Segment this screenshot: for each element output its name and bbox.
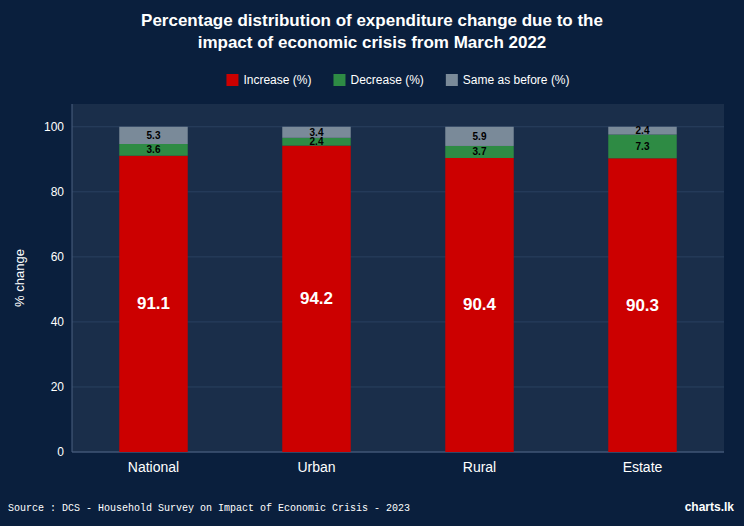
x-tick-label: National [128, 459, 179, 475]
data-label: 94.2 [300, 289, 333, 308]
y-tick-label: 20 [51, 380, 65, 394]
title: Percentage distribution of expenditure c… [141, 11, 603, 30]
data-label: 5.9 [473, 131, 487, 142]
data-label: 2.4 [636, 125, 650, 136]
legend-item: Increase (%) [226, 73, 311, 87]
source-note: Source : DCS - Household Survey on Impac… [8, 503, 410, 514]
data-label: 90.4 [463, 295, 497, 314]
legend-swatch [446, 74, 458, 86]
title: impact of economic crisis from March 202… [198, 33, 547, 52]
y-tick-label: 100 [44, 120, 64, 134]
legend-item: Same as before (%) [446, 73, 570, 87]
bars [119, 127, 676, 452]
bar-segment [445, 127, 513, 146]
legend-label: Increase (%) [243, 73, 311, 87]
bar-segment [119, 127, 187, 144]
legend-swatch [226, 74, 238, 86]
legend: Increase (%) Decrease (%) Same as before (… [226, 73, 569, 87]
data-label: 5.3 [147, 130, 161, 141]
y-tick-label: 60 [51, 250, 65, 264]
bar-segment [282, 146, 350, 452]
data-label: 3.6 [147, 144, 161, 155]
chart-svg: Percentage distribution of expenditure c… [0, 0, 744, 526]
data-labels: 91.1 94.2 90.4 90.3 3.6 2.4 3.7 7.3 5.3 3.4 5.9 2.4 [137, 125, 659, 314]
legend-item: Decrease (%) [333, 73, 423, 87]
bar-segment [445, 158, 513, 452]
data-label: 3.7 [473, 146, 487, 157]
data-label: 2.4 [310, 136, 324, 147]
background [0, 0, 744, 526]
y-axis-label: % change [12, 249, 27, 307]
data-label: 3.4 [310, 127, 324, 138]
bar-segment [119, 156, 187, 452]
data-label: 7.3 [636, 141, 650, 152]
data-label: 90.3 [626, 296, 659, 315]
bar-segment [445, 146, 513, 158]
bar-segment [608, 135, 676, 159]
data-label: 91.1 [137, 294, 170, 313]
bar-segment [119, 144, 187, 156]
legend-label: Same as before (%) [463, 73, 570, 87]
plot-background [72, 104, 724, 452]
legend-label: Decrease (%) [350, 73, 423, 87]
x-tick-label: Rural [463, 459, 496, 475]
y-tick-label: 40 [51, 315, 65, 329]
bar-segment [282, 127, 350, 138]
bar-segment [608, 158, 676, 452]
y-tick-label: 0 [57, 445, 64, 459]
x-tick-label: Urban [297, 459, 335, 475]
chart-container: Percentage distribution of expenditure c… [0, 0, 744, 526]
footer-background [0, 488, 744, 526]
x-tick-label: Estate [623, 459, 663, 475]
y-axis-line [72, 104, 73, 452]
legend-swatch [333, 74, 345, 86]
y-tick-label: 80 [51, 185, 65, 199]
annotation: charts.lk [685, 500, 735, 514]
